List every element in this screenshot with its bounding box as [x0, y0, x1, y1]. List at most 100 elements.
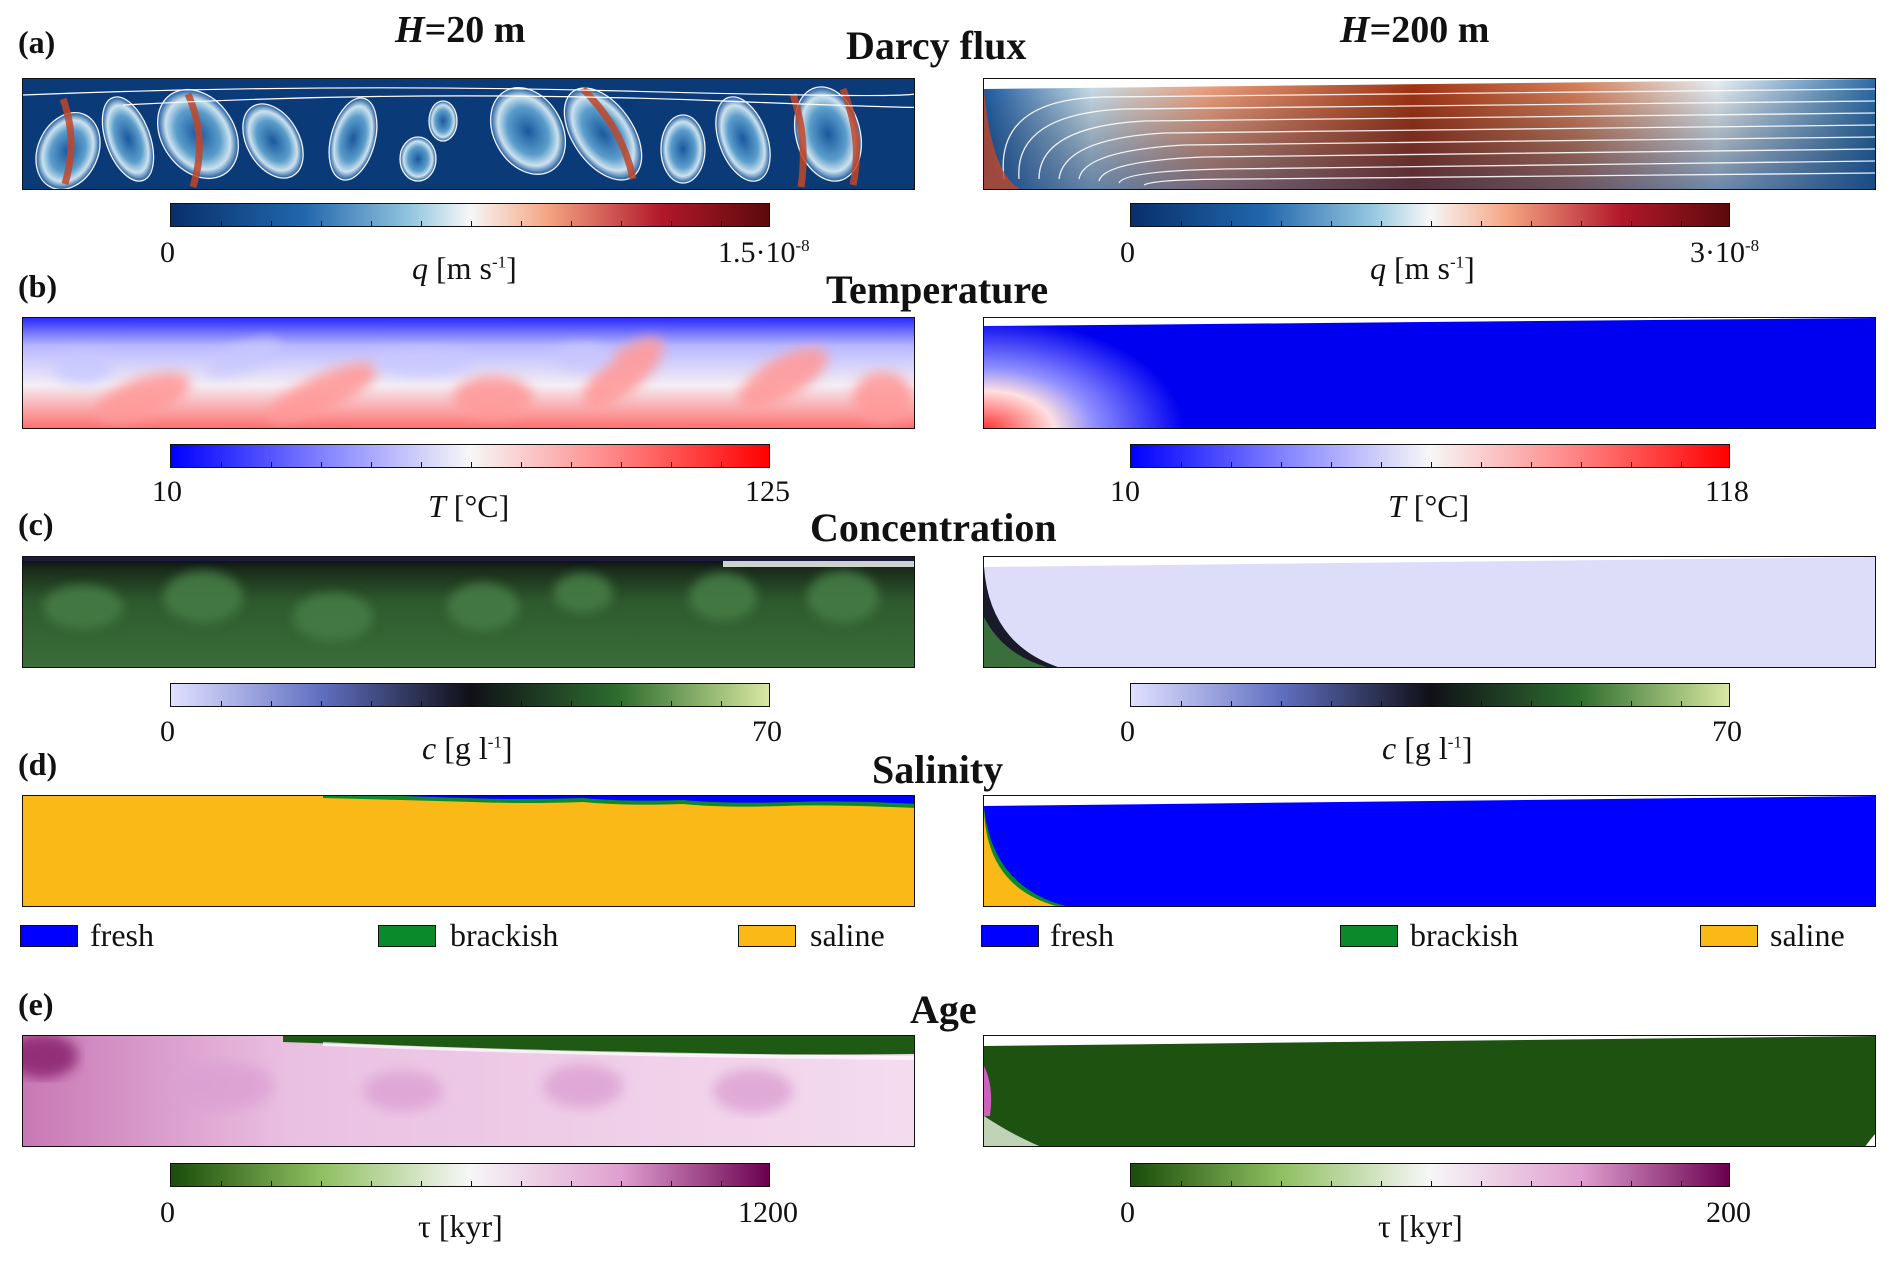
concentration-left-min: 0	[160, 715, 175, 748]
colorbar-tick	[1431, 1181, 1432, 1186]
concentration-panel-left	[22, 556, 915, 668]
concentration-right-min: 0	[1120, 715, 1135, 748]
colorbar-tick	[1481, 701, 1482, 706]
colorbar-tick	[1631, 701, 1632, 706]
temperature-colorbar-right	[1130, 444, 1730, 468]
colorbar-tick	[621, 221, 622, 226]
colorbar-tick	[271, 221, 272, 226]
colorbar-tick	[1581, 1181, 1582, 1186]
colorbar-tick	[1181, 462, 1182, 467]
colorbar-tick	[421, 1181, 422, 1186]
colorbar-tick	[371, 701, 372, 706]
legend-label-saline-right: saline	[1770, 917, 1845, 953]
colorbar-tick	[521, 701, 522, 706]
row-title-darcy-flux: Darcy flux	[846, 23, 1027, 68]
legend-label-fresh-left: fresh	[90, 917, 154, 953]
colorbar-tick	[321, 701, 322, 706]
colorbar-tick	[1431, 221, 1432, 226]
colorbar-tick	[371, 462, 372, 467]
colorbar-tick	[1431, 462, 1432, 467]
colorbar-tick	[1431, 701, 1432, 706]
legend-label-saline-left: saline	[810, 917, 885, 953]
colorbar-tick	[1481, 1181, 1482, 1186]
age-right-max: 200	[1706, 1196, 1751, 1229]
salinity-panel-right	[983, 795, 1876, 907]
darcy-flux-panel-right	[983, 78, 1876, 190]
colorbar-tick	[1531, 701, 1532, 706]
colorbar-tick	[221, 221, 222, 226]
darcy-colorbar-left	[170, 203, 770, 227]
row-title-concentration: Concentration	[810, 505, 1057, 550]
colorbar-tick	[1281, 462, 1282, 467]
legend-swatch-brackish-right	[1340, 925, 1398, 947]
legend-swatch-saline-left	[738, 925, 796, 947]
colorbar-tick	[1531, 1181, 1532, 1186]
colorbar-tick	[271, 462, 272, 467]
colorbar-tick	[371, 221, 372, 226]
colorbar-tick	[721, 701, 722, 706]
colorbar-tick	[721, 1181, 722, 1186]
panel-letter-c: (c)	[18, 506, 54, 542]
colorbar-tick	[1181, 1181, 1182, 1186]
colorbar-tick	[1231, 462, 1232, 467]
age-left-min: 0	[160, 1196, 175, 1229]
colorbar-tick	[1231, 1181, 1232, 1186]
concentration-left-label: c [g l-1]	[422, 730, 513, 766]
colorbar-tick	[1231, 701, 1232, 706]
age-panel-left	[22, 1035, 915, 1147]
colorbar-tick	[371, 1181, 372, 1186]
colorbar-tick	[221, 701, 222, 706]
temperature-left-max: 125	[745, 475, 790, 508]
colorbar-tick	[1631, 1181, 1632, 1186]
colorbar-tick	[621, 701, 622, 706]
darcy-right-min: 0	[1120, 236, 1135, 269]
colorbar-tick	[1181, 701, 1182, 706]
temperature-panel-left	[22, 317, 915, 429]
concentration-colorbar-left	[170, 683, 770, 707]
legend-label-fresh-right: fresh	[1050, 917, 1114, 953]
colorbar-tick	[671, 1181, 672, 1186]
colorbar-tick	[1531, 462, 1532, 467]
colorbar-tick	[1381, 1181, 1382, 1186]
colorbar-tick	[221, 1181, 222, 1186]
colorbar-tick	[1681, 701, 1682, 706]
colorbar-tick	[271, 1181, 272, 1186]
panel-letter-b: (b)	[18, 268, 58, 304]
panel-letter-a: (a)	[18, 24, 56, 60]
colorbar-tick	[1481, 221, 1482, 226]
legend-swatch-brackish-left	[378, 925, 436, 947]
colorbar-tick	[1281, 701, 1282, 706]
age-colorbar-left	[170, 1163, 770, 1187]
colorbar-tick	[1281, 221, 1282, 226]
legend-swatch-fresh-right	[981, 925, 1039, 947]
colorbar-tick	[1681, 221, 1682, 226]
colorbar-tick	[1581, 221, 1582, 226]
colorbar-tick	[1681, 1181, 1682, 1186]
colorbar-tick	[721, 221, 722, 226]
colorbar-tick	[321, 221, 322, 226]
colorbar-tick	[421, 221, 422, 226]
colorbar-tick	[671, 221, 672, 226]
colorbar-tick	[221, 462, 222, 467]
colorbar-tick	[1231, 221, 1232, 226]
temperature-left-min: 10	[152, 475, 182, 508]
colorbar-tick	[471, 221, 472, 226]
colorbar-tick	[471, 701, 472, 706]
colorbar-tick	[1531, 221, 1532, 226]
darcy-left-max: 1.5·10-8	[718, 236, 810, 269]
colorbar-tick	[571, 462, 572, 467]
row-title-temperature: Temperature	[826, 267, 1049, 312]
colorbar-tick	[671, 701, 672, 706]
colorbar-tick	[1181, 221, 1182, 226]
colorbar-tick	[1631, 221, 1632, 226]
darcy-left-label: q [m s-1]	[412, 250, 517, 286]
colorbar-tick	[521, 462, 522, 467]
temperature-right-max: 118	[1705, 475, 1749, 508]
legend-label-brackish-right: brackish	[1410, 917, 1519, 953]
colorbar-tick	[621, 1181, 622, 1186]
temperature-left-label: T [°C]	[428, 488, 510, 524]
colorbar-tick	[521, 1181, 522, 1186]
concentration-right-max: 70	[1712, 715, 1742, 748]
colorbar-tick	[1331, 221, 1332, 226]
colorbar-tick	[1681, 462, 1682, 467]
